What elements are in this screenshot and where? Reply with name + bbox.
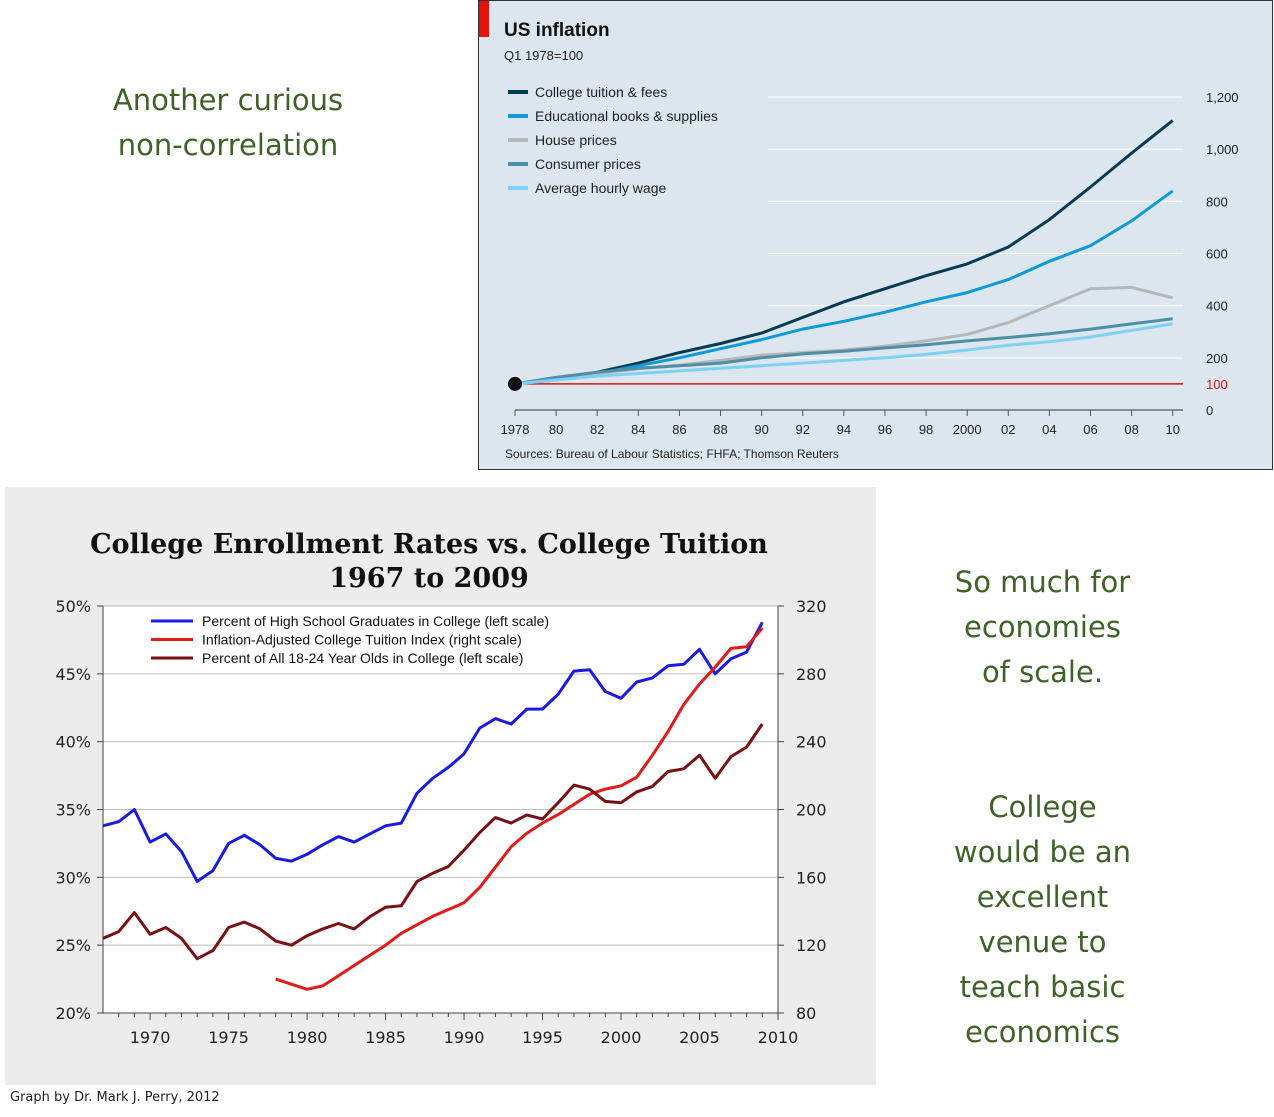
legend-label: House prices [535, 132, 617, 148]
y-tick-label: 0 [1206, 403, 1213, 418]
series-line [514, 119, 1174, 386]
x-tick-label: 1980 [287, 1028, 328, 1047]
heading-line: venue to [978, 925, 1107, 959]
y-left-tick-label: 45% [55, 665, 91, 684]
heading-economies-of-scale: So much for economies of scale. [920, 560, 1165, 695]
y-tick-label: 600 [1206, 247, 1228, 262]
legend: College tuition & fees Educational books … [508, 84, 718, 196]
x-tick-label: 80 [549, 422, 563, 437]
x-tick-label: 2005 [679, 1028, 720, 1047]
series-line [514, 317, 1173, 386]
x-tick-label: 2000 [601, 1028, 642, 1047]
series-line [102, 621, 764, 883]
chart-title: US inflation [504, 20, 610, 41]
x-tick-label: 1990 [444, 1028, 485, 1047]
y-right-tick-label: 120 [796, 936, 827, 955]
heading-line: teach basic [959, 970, 1126, 1004]
y-tick-label: 1,200 [1206, 90, 1239, 105]
legend-label: Inflation-Adjusted College Tuition Index… [202, 632, 522, 648]
y-left-tick-label: 35% [55, 801, 91, 820]
x-tick-label: 04 [1042, 422, 1056, 437]
y-right-tick-label: 320 [796, 597, 827, 616]
y-right-tick-label: 200 [796, 801, 827, 820]
x-tick-label: 1978 [501, 422, 530, 437]
chart-subtitle: 1967 to 2009 [329, 563, 529, 594]
x-tick-label: 08 [1124, 422, 1138, 437]
y-left-tick-label: 20% [55, 1004, 91, 1023]
series-line [514, 322, 1173, 386]
y-right-tick-label: 280 [796, 665, 827, 684]
x-tick-label: 02 [1001, 422, 1015, 437]
heading-line: would be an [953, 835, 1132, 869]
chart-source: Sources: Bureau of Labour Statistics; FH… [505, 447, 839, 461]
y-left-tick-label: 25% [55, 936, 91, 955]
heading-line: Another curious [112, 83, 344, 117]
y-right-tick-label: 80 [796, 1004, 816, 1023]
legend-label: Consumer prices [535, 156, 641, 172]
x-tick-label: 98 [919, 422, 933, 437]
x-tick-label: 92 [796, 422, 810, 437]
x-tick-label: 1970 [130, 1028, 171, 1047]
y-left-tick-label: 40% [55, 733, 91, 752]
series-lines [508, 119, 1174, 391]
x-tick-label: 94 [837, 422, 851, 437]
y-left-tick-label: 30% [55, 868, 91, 887]
y-left-tick-label: 50% [55, 597, 91, 616]
x-tick-label: 10 [1165, 422, 1179, 437]
heading-line: non-correlation [117, 128, 339, 162]
legend-label: Percent of High School Graduates in Coll… [202, 613, 549, 629]
y-right-tick-label: 160 [796, 868, 827, 887]
legend-label: College tuition & fees [535, 84, 667, 100]
x-tick-label: 84 [631, 422, 645, 437]
y-tick-label: 1,000 [1206, 142, 1239, 157]
heading-line: of scale. [981, 655, 1104, 689]
base-point-marker [508, 376, 522, 391]
y-tick-label: 800 [1206, 194, 1228, 209]
axes: 20% 80 25% 120 30% 160 35% 200 40% 240 45% 280 50% 32… [55, 597, 826, 1047]
x-tick-label: 1975 [208, 1028, 249, 1047]
us-inflation-chart: US inflation Q1 1978=100 0 100 200 400 600 80… [478, 0, 1273, 470]
footer-credit: Graph by Dr. Mark J. Perry, 2012 [10, 1090, 220, 1105]
legend: Percent of High School Graduates in Coll… [151, 613, 549, 666]
legend-label: Educational books & supplies [535, 108, 718, 124]
heading-line: excellent [976, 880, 1109, 914]
series-line [102, 723, 764, 961]
y-right-tick-label: 240 [796, 733, 827, 752]
y-axis-ticks: 0 100 200 400 600 800 1,000 1,200 [1206, 90, 1239, 418]
y-tick-label: 200 [1206, 351, 1228, 366]
chart-border [478, 0, 1273, 470]
y-tick-label: 400 [1206, 299, 1228, 314]
x-tick-label: 86 [672, 422, 686, 437]
x-tick-label: 90 [754, 422, 768, 437]
x-tick-label: 2000 [953, 422, 982, 437]
chart-subtitle: Q1 1978=100 [504, 48, 583, 63]
legend-label: Percent of All 18-24 Year Olds in Colleg… [202, 650, 523, 666]
heading-line: economics [964, 1015, 1120, 1049]
x-tick-label: 96 [878, 422, 892, 437]
x-tick-label: 1985 [365, 1028, 406, 1047]
series-line [275, 627, 764, 991]
enrollment-vs-tuition-chart: College Enrollment Rates vs. College Tui… [5, 487, 876, 1085]
legend-label: Average hourly wage [535, 180, 666, 196]
heading-another-curious: Another curious non-correlation [88, 78, 368, 168]
x-tick-label: 06 [1083, 422, 1097, 437]
x-tick-label: 88 [713, 422, 727, 437]
x-axis-ticks: 1978 80 82 84 86 88 90 92 94 96 98 2000 02 04 06 08 10 [501, 410, 1180, 437]
heading-line: College [988, 790, 1097, 824]
x-tick-label: 82 [590, 422, 604, 437]
series-lines [102, 621, 764, 991]
heading-line: economies [964, 610, 1121, 644]
y-tick-label: 100 [1206, 377, 1228, 392]
x-tick-label: 1995 [522, 1028, 563, 1047]
heading-college-economics: College would be an excellent venue to t… [920, 785, 1165, 1055]
heading-line: So much for [954, 565, 1131, 599]
x-tick-label: 2010 [758, 1028, 799, 1047]
brand-red-tag [479, 1, 489, 37]
chart-title: College Enrollment Rates vs. College Tui… [90, 529, 768, 560]
